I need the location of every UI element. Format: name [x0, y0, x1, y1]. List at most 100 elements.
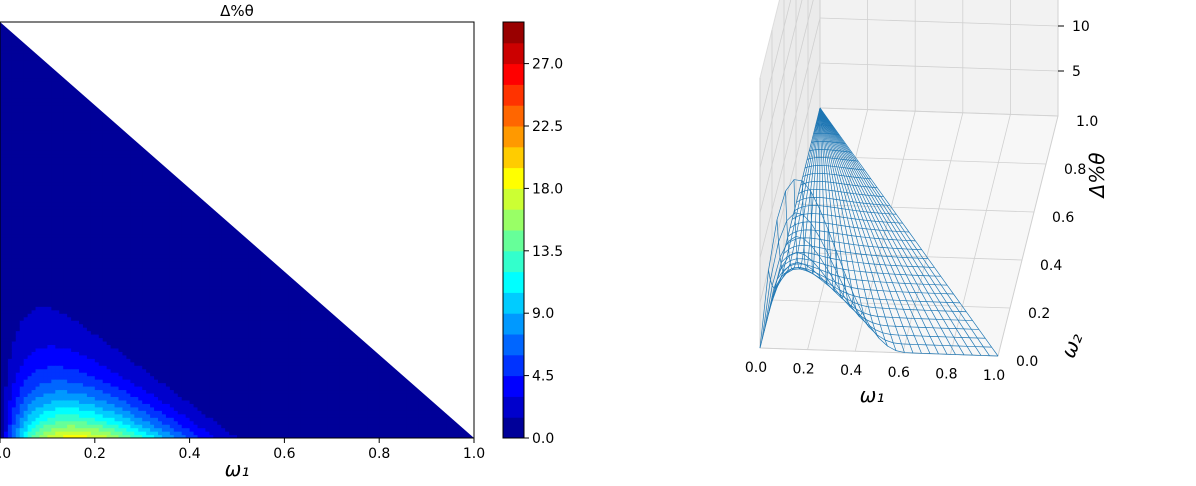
contour-cell — [55, 396, 60, 401]
contour-cell — [185, 212, 191, 217]
contour-cell — [39, 420, 45, 425]
contour-cell — [51, 188, 56, 193]
contour-cell — [181, 372, 187, 377]
contour-cell — [11, 264, 17, 269]
contour-cell — [31, 261, 37, 266]
contour-cell — [169, 219, 175, 224]
contour-cell — [0, 268, 5, 273]
contour-cell — [193, 223, 199, 228]
contour-cell — [11, 181, 17, 186]
contour-cell — [173, 223, 179, 228]
contour-cell — [39, 174, 45, 179]
contour-cell — [43, 87, 48, 92]
contour-cell — [177, 178, 183, 183]
contour-cell — [63, 316, 68, 321]
contour-cell — [11, 91, 17, 96]
contour-cell — [197, 431, 203, 436]
contour-cell — [90, 223, 96, 228]
contour-cell — [63, 198, 68, 203]
contour-cell — [126, 139, 131, 144]
contour-cell — [3, 424, 9, 429]
contour-cell — [15, 108, 21, 113]
contour-cell — [15, 306, 21, 311]
contour-cell — [39, 202, 45, 207]
contour-cell — [75, 330, 80, 335]
contour-cell — [185, 250, 191, 255]
contour-cell — [39, 368, 45, 373]
contour-cell — [118, 157, 124, 162]
contour-cell — [75, 302, 80, 307]
contour-cell — [106, 209, 112, 214]
contour-cell — [31, 91, 37, 96]
contour-cell — [79, 205, 84, 210]
contour-cell — [55, 150, 60, 155]
contour-cell — [150, 403, 155, 408]
contour-cell — [82, 236, 88, 241]
contour-cell — [94, 268, 100, 273]
contour-cell — [11, 410, 17, 415]
contour-cell — [35, 278, 41, 283]
contour-cell — [110, 275, 116, 280]
contour-cell — [94, 254, 100, 259]
contour-cell — [31, 320, 37, 325]
contour-cell — [15, 236, 21, 241]
contour-cell — [71, 361, 76, 366]
contour-cell — [43, 167, 48, 172]
contour-cell — [94, 282, 100, 287]
contour-cell — [201, 351, 206, 356]
contour-cell — [79, 358, 84, 363]
contour-cell — [94, 212, 100, 217]
contour-cell — [90, 299, 96, 304]
contour-cell — [82, 119, 88, 124]
contour-cell — [134, 250, 139, 255]
contour-cell — [15, 122, 21, 127]
contour-cell — [142, 413, 147, 418]
contour-cell — [169, 313, 175, 318]
contour-cell — [86, 119, 92, 124]
contour-cell — [201, 299, 206, 304]
contour-cell — [15, 174, 21, 179]
contour-cell — [138, 143, 143, 148]
contour-cell — [27, 306, 33, 311]
contour-cell — [122, 431, 127, 436]
contour-cell — [150, 278, 155, 283]
contour-cell — [11, 129, 17, 134]
contour-cell — [31, 153, 37, 158]
contour-cell — [3, 167, 9, 172]
contour-cell — [82, 174, 88, 179]
contour-cell — [150, 306, 155, 311]
contour-cell — [35, 236, 41, 241]
contour-cell — [193, 327, 199, 332]
contour-cell — [0, 115, 5, 120]
contour-cell — [55, 219, 60, 224]
contour-cell — [205, 372, 210, 377]
contour-cell — [130, 361, 135, 366]
contour-cell — [67, 167, 72, 172]
contour-cell — [146, 174, 151, 179]
contour-cell — [90, 389, 96, 394]
contour-cell — [122, 275, 127, 280]
contour-cell — [75, 340, 80, 345]
contour-cell — [63, 375, 68, 380]
contour-cell — [82, 150, 88, 155]
contour-cell — [75, 219, 80, 224]
contour-cell — [106, 157, 112, 162]
contour-cell — [158, 268, 163, 273]
contour-cell — [7, 216, 13, 221]
contour-cell — [35, 153, 41, 158]
contour-cell — [35, 320, 41, 325]
contour-cell — [63, 382, 68, 387]
contour-cell — [63, 247, 68, 252]
contour-cell — [177, 198, 183, 203]
contour-cell — [126, 136, 131, 141]
contour-cell — [169, 410, 175, 415]
contour-cell — [7, 424, 13, 429]
contour-cell — [177, 257, 183, 262]
contour-cell — [197, 233, 203, 238]
contour-cell — [189, 230, 195, 235]
contour-cell — [185, 365, 191, 370]
contour-cell — [90, 344, 96, 349]
contour-cell — [154, 285, 159, 290]
contour-cell — [181, 223, 187, 228]
contour-cell — [27, 410, 33, 415]
